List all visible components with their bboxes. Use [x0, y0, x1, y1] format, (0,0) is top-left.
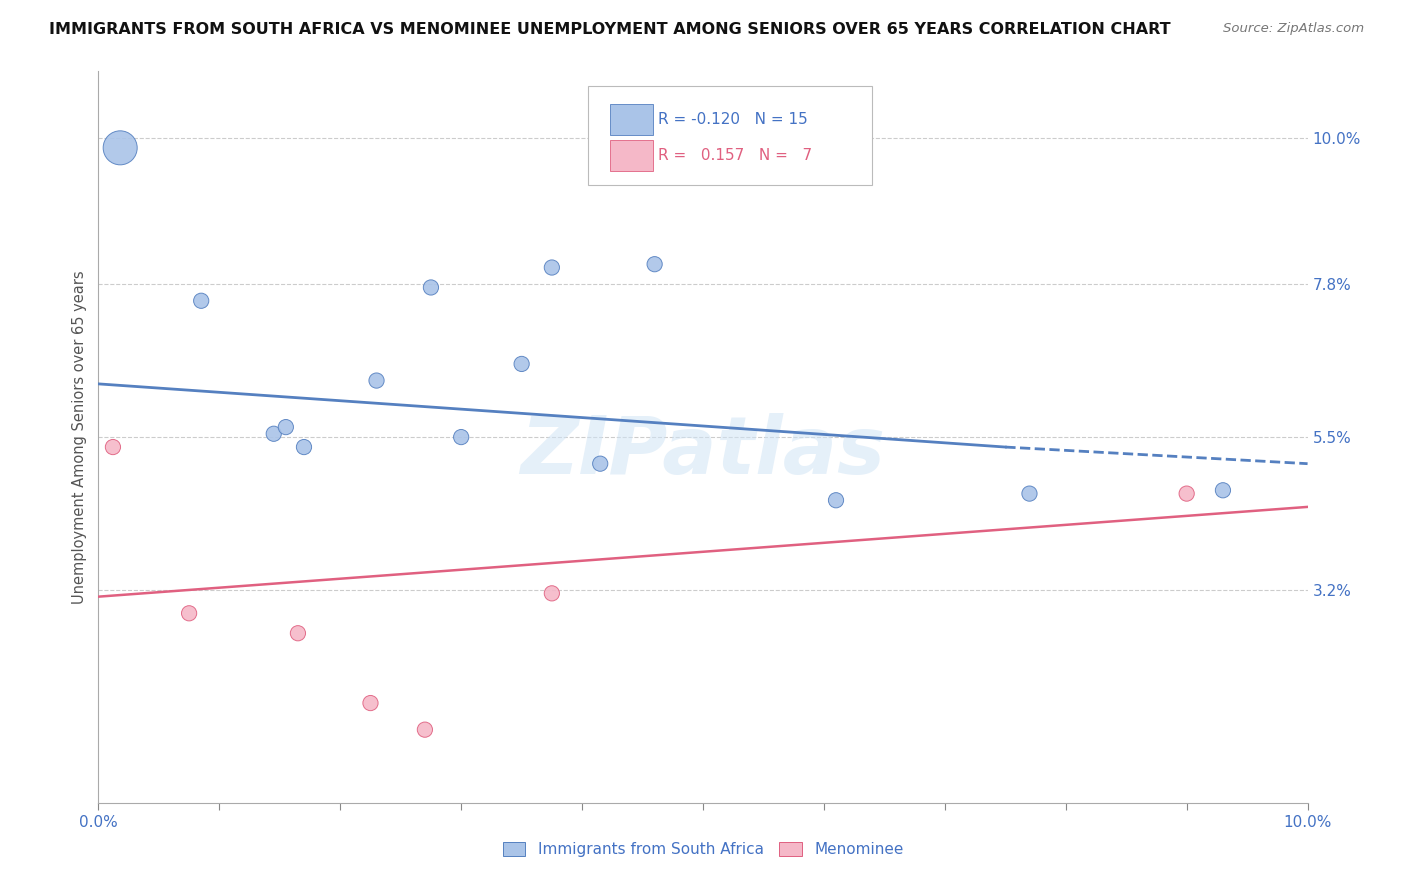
Y-axis label: Unemployment Among Seniors over 65 years: Unemployment Among Seniors over 65 years	[72, 270, 87, 604]
Legend: Immigrants from South Africa, Menominee: Immigrants from South Africa, Menominee	[502, 842, 904, 857]
Point	[360, 696, 382, 710]
Point	[292, 440, 315, 454]
Point	[1212, 483, 1234, 498]
Point	[274, 420, 297, 434]
Point	[190, 293, 212, 308]
FancyBboxPatch shape	[588, 86, 872, 185]
Point	[510, 357, 533, 371]
Text: Source: ZipAtlas.com: Source: ZipAtlas.com	[1223, 22, 1364, 36]
Point	[1018, 486, 1040, 500]
Point	[1175, 486, 1198, 500]
Point	[108, 141, 131, 155]
Text: R =   0.157   N =   7: R = 0.157 N = 7	[658, 148, 813, 163]
FancyBboxPatch shape	[610, 104, 654, 135]
Text: IMMIGRANTS FROM SOUTH AFRICA VS MENOMINEE UNEMPLOYMENT AMONG SENIORS OVER 65 YEA: IMMIGRANTS FROM SOUTH AFRICA VS MENOMINE…	[49, 22, 1171, 37]
Text: R = -0.120   N = 15: R = -0.120 N = 15	[658, 112, 808, 128]
Point	[644, 257, 666, 271]
Point	[263, 426, 285, 441]
Point	[540, 260, 562, 275]
Point	[101, 440, 124, 454]
FancyBboxPatch shape	[610, 140, 654, 171]
Point	[179, 607, 201, 621]
Point	[540, 586, 562, 600]
Point	[450, 430, 472, 444]
Point	[366, 374, 388, 388]
Point	[420, 280, 443, 294]
Point	[589, 457, 612, 471]
Point	[825, 493, 848, 508]
Point	[287, 626, 309, 640]
Text: ZIPatlas: ZIPatlas	[520, 413, 886, 491]
Point	[413, 723, 436, 737]
